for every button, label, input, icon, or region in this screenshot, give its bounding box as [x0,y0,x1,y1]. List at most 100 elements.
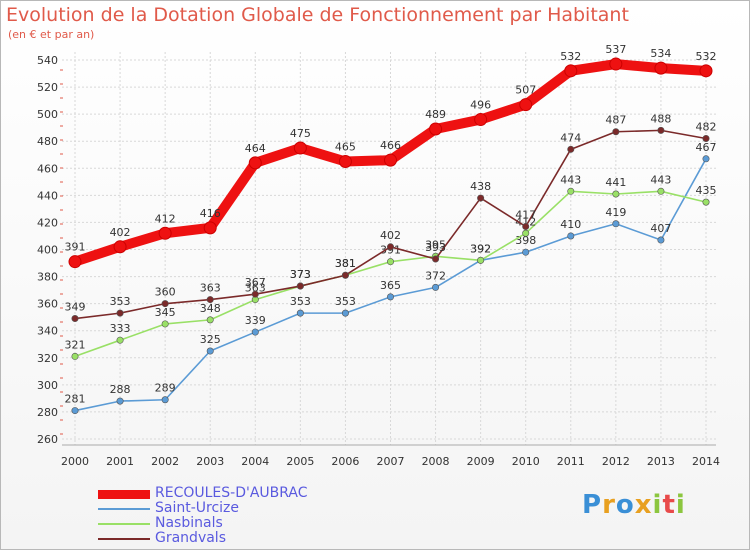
legend-label-grandvals: Grandvals [155,530,226,546]
x-tick-label: 2010 [512,455,540,468]
data-label-grandvals: 360 [155,286,176,299]
x-tick-label: 2013 [647,455,675,468]
logo-letter: i [652,490,663,520]
logo-letter: P [582,490,603,520]
data-point-saint-urcize [161,396,169,404]
data-label-recoules-d-aubrac: 489 [425,108,446,121]
logo-letter: i [675,490,686,520]
data-point-saint-urcize [432,283,440,291]
legend-swatch-nasbinals [98,523,150,525]
data-label-recoules-d-aubrac: 532 [560,50,581,63]
data-label-saint-urcize: 407 [650,222,671,235]
data-point-grandvals [567,145,575,153]
logo-letter: t [662,490,676,520]
data-point-grandvals [522,222,530,230]
data-label-nasbinals: 333 [110,322,131,335]
data-label-saint-urcize: 410 [560,218,581,231]
data-point-nasbinals [386,258,394,266]
data-label-grandvals: 373 [290,268,311,281]
data-label-grandvals: 482 [696,121,717,134]
x-tick-label: 2007 [377,455,405,468]
data-label-saint-urcize: 289 [155,382,176,395]
x-tick-label: 2008 [422,455,450,468]
data-label-grandvals: 367 [245,276,266,289]
data-label-saint-urcize: 419 [605,206,626,219]
data-label-recoules-d-aubrac: 466 [380,139,401,152]
x-tick-label: 2000 [61,455,89,468]
y-tick-label: 540 [37,54,58,67]
data-label-grandvals: 474 [560,131,581,144]
y-tick-label: 460 [37,162,58,175]
data-label-recoules-d-aubrac: 475 [290,127,311,140]
data-point-recoules-d-aubrac [654,61,668,75]
y-tick-label: 380 [37,271,58,284]
data-label-nasbinals: 441 [605,176,626,189]
data-label-nasbinals: 435 [696,184,717,197]
data-label-recoules-d-aubrac: 402 [110,226,131,239]
data-point-recoules-d-aubrac [113,240,127,254]
data-point-nasbinals [71,352,79,360]
data-point-grandvals [612,128,620,136]
data-point-nasbinals [522,229,530,237]
x-tick-label: 2001 [106,455,134,468]
data-point-grandvals [71,315,79,323]
data-point-grandvals [296,282,304,290]
data-label-recoules-d-aubrac: 464 [245,142,266,155]
legend-label-saint-urcize: Saint-Urcize [155,500,240,516]
data-point-grandvals [206,296,214,304]
x-tick-label: 2012 [602,455,630,468]
x-tick-label: 2002 [151,455,179,468]
data-label-grandvals: 349 [65,301,86,314]
data-point-saint-urcize [296,309,304,317]
chart-subtitle: (en € et par an) [8,28,95,41]
data-label-saint-urcize: 325 [200,333,221,346]
data-point-nasbinals [702,198,710,206]
data-point-grandvals [251,290,259,298]
data-label-grandvals: 417 [515,208,536,221]
data-label-recoules-d-aubrac: 507 [515,84,536,97]
data-label-grandvals: 353 [110,295,131,308]
legend-swatch-recoules [98,490,150,499]
data-label-saint-urcize: 288 [110,383,131,396]
chart-title: Evolution de la Dotation Globale de Fonc… [6,4,629,26]
data-label-nasbinals: 443 [560,173,581,186]
data-point-recoules-d-aubrac [609,57,623,71]
data-point-saint-urcize [702,155,710,163]
data-point-saint-urcize [612,220,620,228]
data-label-saint-urcize: 281 [65,393,86,406]
data-point-saint-urcize [116,397,124,405]
data-point-grandvals [657,126,665,134]
data-label-nasbinals: 348 [200,302,221,315]
data-point-grandvals [702,135,710,143]
logo-letter: o [615,490,635,520]
data-point-saint-urcize [522,248,530,256]
y-tick-label: 500 [37,108,58,121]
legend-swatch-saint-urcize [98,508,150,510]
data-point-recoules-d-aubrac [564,64,578,78]
data-label-recoules-d-aubrac: 412 [155,212,176,225]
data-point-recoules-d-aubrac [429,122,443,136]
data-point-nasbinals [612,190,620,198]
data-point-recoules-d-aubrac [248,156,262,170]
data-point-grandvals [477,194,485,202]
data-point-nasbinals [477,256,485,264]
data-point-saint-urcize [657,236,665,244]
data-label-grandvals: 487 [605,114,626,127]
y-tick-label: 260 [37,433,58,446]
data-label-saint-urcize: 392 [470,242,491,255]
data-label-nasbinals: 363 [245,282,266,295]
data-label-nasbinals: 381 [335,257,356,270]
x-tick-label: 2006 [331,455,359,468]
data-label-recoules-d-aubrac: 537 [605,43,626,56]
data-point-saint-urcize [386,293,394,301]
data-point-nasbinals [657,187,665,195]
data-label-nasbinals: 345 [155,306,176,319]
data-point-grandvals [432,255,440,263]
data-label-saint-urcize: 365 [380,279,401,292]
data-label-grandvals: 393 [425,241,446,254]
data-label-nasbinals: 395 [425,238,446,251]
logo-letter: r [602,490,616,520]
legend-label-recoules: RECOULES-D'AUBRAC [155,485,308,501]
